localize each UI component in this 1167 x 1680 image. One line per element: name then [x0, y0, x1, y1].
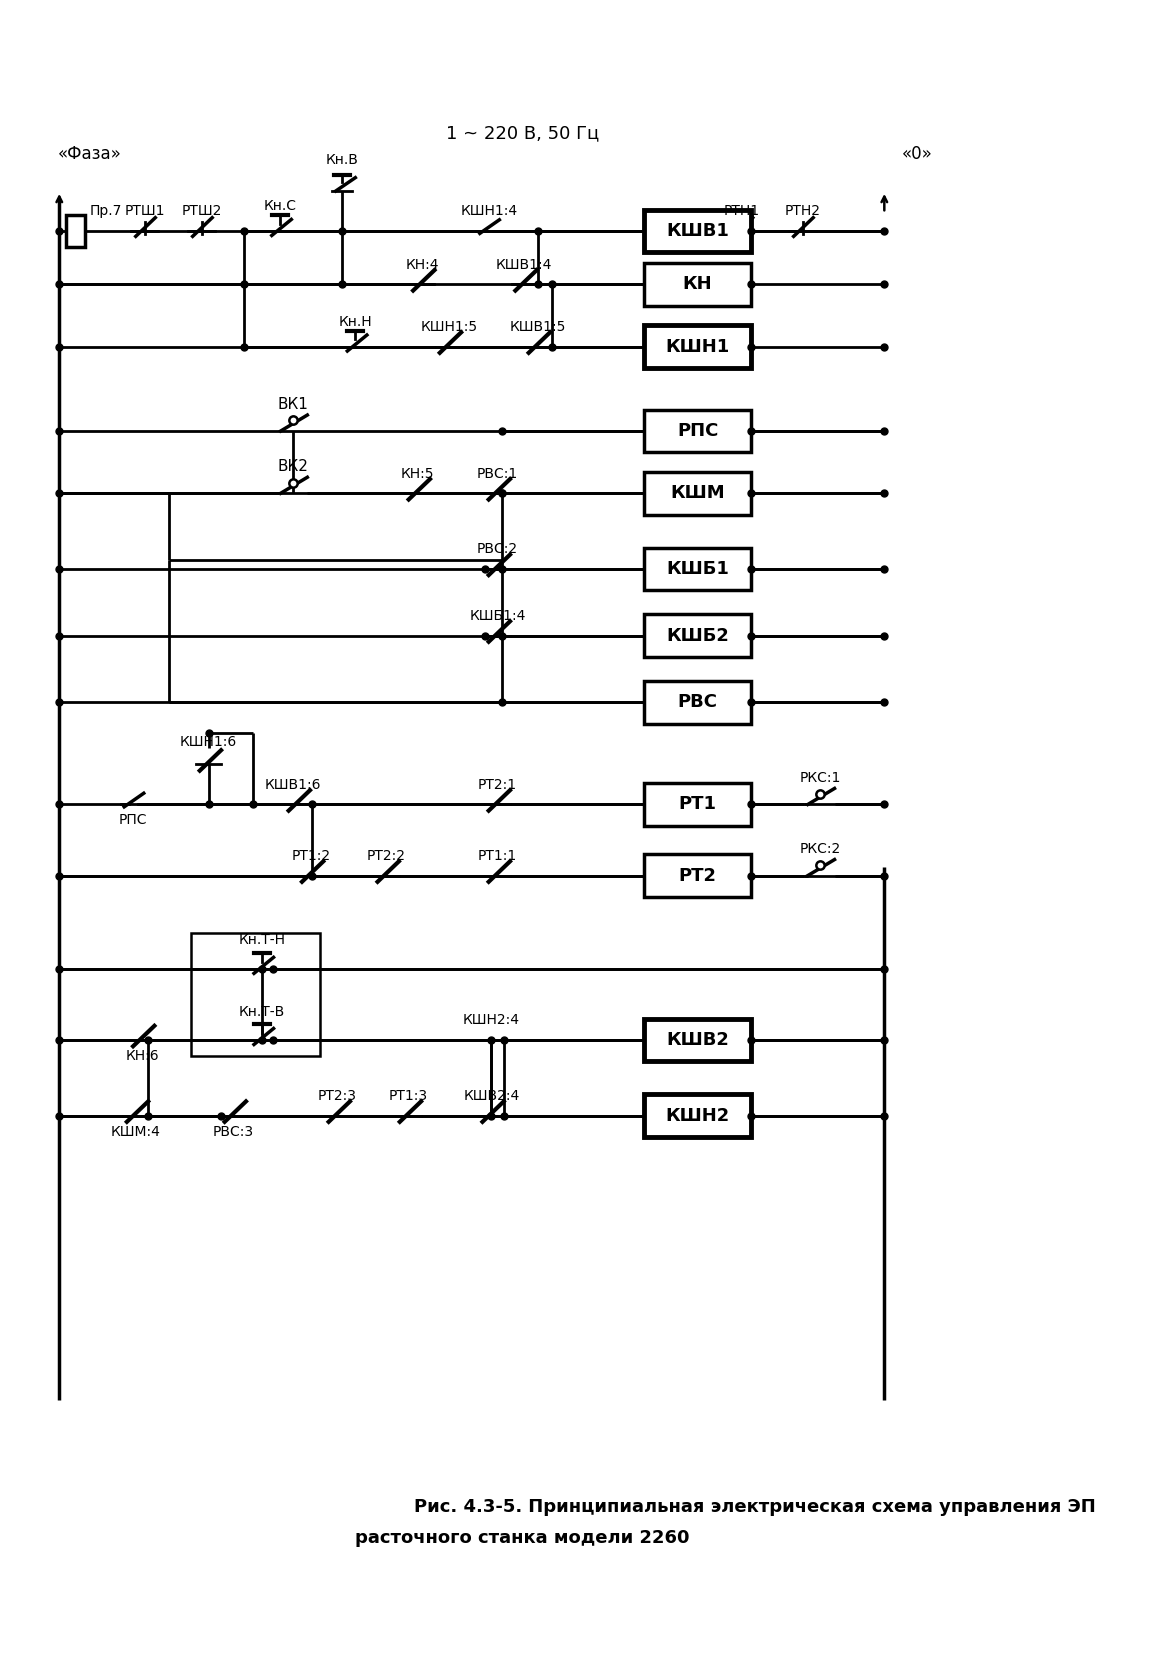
Text: РТ2:3: РТ2:3 — [319, 1089, 357, 1104]
Text: Кн.Т-В: Кн.Т-В — [239, 1005, 285, 1018]
Text: КН:6: КН:6 — [125, 1048, 159, 1063]
Text: «Фаза»: «Фаза» — [57, 144, 121, 163]
Text: РКС:1: РКС:1 — [799, 771, 841, 785]
Text: РТШ2: РТШ2 — [181, 205, 222, 218]
Text: КШН1:6: КШН1:6 — [180, 736, 237, 749]
Text: РТ1: РТ1 — [679, 795, 717, 813]
Bar — [191, 934, 320, 1057]
Text: КШМ:4: КШМ:4 — [111, 1124, 161, 1139]
Bar — [644, 853, 750, 897]
Text: КШВ2: КШВ2 — [666, 1032, 729, 1048]
Text: РТ1:1: РТ1:1 — [478, 848, 517, 864]
Text: КШВ1:5: КШВ1:5 — [510, 319, 566, 334]
Text: ВК2: ВК2 — [278, 459, 308, 474]
Text: КН:4: КН:4 — [405, 257, 439, 272]
Text: КШБ2: КШБ2 — [666, 627, 729, 645]
Bar — [644, 1094, 750, 1137]
Text: КШН1:4: КШН1:4 — [460, 205, 517, 218]
Text: РКС:2: РКС:2 — [799, 842, 841, 855]
Text: КШВ1:4: КШВ1:4 — [496, 257, 552, 272]
Text: КШВ1: КШВ1 — [666, 222, 729, 240]
Text: РТ2:1: РТ2:1 — [478, 778, 517, 791]
Text: РПС: РПС — [119, 813, 147, 828]
Bar — [644, 210, 750, 252]
Text: РТН1: РТН1 — [724, 205, 760, 218]
Text: КШН1: КШН1 — [665, 338, 729, 356]
Text: расточного станка модели 2260: расточного станка модели 2260 — [355, 1529, 690, 1547]
Text: «0»: «0» — [902, 144, 932, 163]
Text: КН: КН — [683, 276, 712, 294]
Bar — [644, 326, 750, 368]
Bar — [644, 548, 750, 590]
Bar — [644, 472, 750, 514]
Text: ВК1: ВК1 — [278, 396, 308, 412]
Text: Пр.7: Пр.7 — [90, 205, 121, 218]
Bar — [644, 410, 750, 452]
Bar — [644, 615, 750, 657]
Text: РТ2:2: РТ2:2 — [366, 848, 406, 864]
Text: Рис. 4.3-5.: Рис. 4.3-5. — [414, 1499, 523, 1515]
Text: РТШ1: РТШ1 — [125, 205, 165, 218]
Text: Кн.С: Кн.С — [264, 200, 296, 213]
Text: Принципиальная электрическая схема управления ЭП: Принципиальная электрическая схема управ… — [523, 1499, 1096, 1515]
Text: РПС: РПС — [677, 422, 719, 440]
Text: КН:5: КН:5 — [400, 467, 434, 480]
Text: Кн.В: Кн.В — [326, 153, 358, 166]
Text: РВС:3: РВС:3 — [212, 1124, 254, 1139]
Text: РТ1:2: РТ1:2 — [292, 848, 330, 864]
Text: КШВ1:6: КШВ1:6 — [265, 778, 321, 791]
Text: РВС:2: РВС:2 — [477, 543, 518, 556]
Text: КШН2:4: КШН2:4 — [463, 1013, 519, 1028]
Bar — [644, 1018, 750, 1062]
Text: КШБ1:4: КШБ1:4 — [469, 608, 526, 623]
Text: РВС: РВС — [678, 694, 718, 711]
Bar — [644, 783, 750, 827]
Bar — [644, 264, 750, 306]
Bar — [65, 215, 85, 247]
Text: КШН1:5: КШН1:5 — [420, 319, 477, 334]
Text: 1 ~ 220 В, 50 Гц: 1 ~ 220 В, 50 Гц — [446, 124, 599, 143]
Text: Кн.Н: Кн.Н — [338, 314, 372, 329]
Text: КШВ2:4: КШВ2:4 — [463, 1089, 519, 1104]
Text: КШМ: КШМ — [670, 484, 725, 502]
Text: РТ1:3: РТ1:3 — [389, 1089, 428, 1104]
Text: РТ2: РТ2 — [679, 867, 717, 885]
Text: КШБ1: КШБ1 — [666, 559, 729, 578]
Text: РТН2: РТН2 — [784, 205, 820, 218]
Text: Кн.Т-Н: Кн.Т-Н — [238, 934, 286, 948]
Bar — [644, 680, 750, 724]
Text: КШН2: КШН2 — [665, 1107, 729, 1124]
Text: РВС:1: РВС:1 — [477, 467, 518, 480]
